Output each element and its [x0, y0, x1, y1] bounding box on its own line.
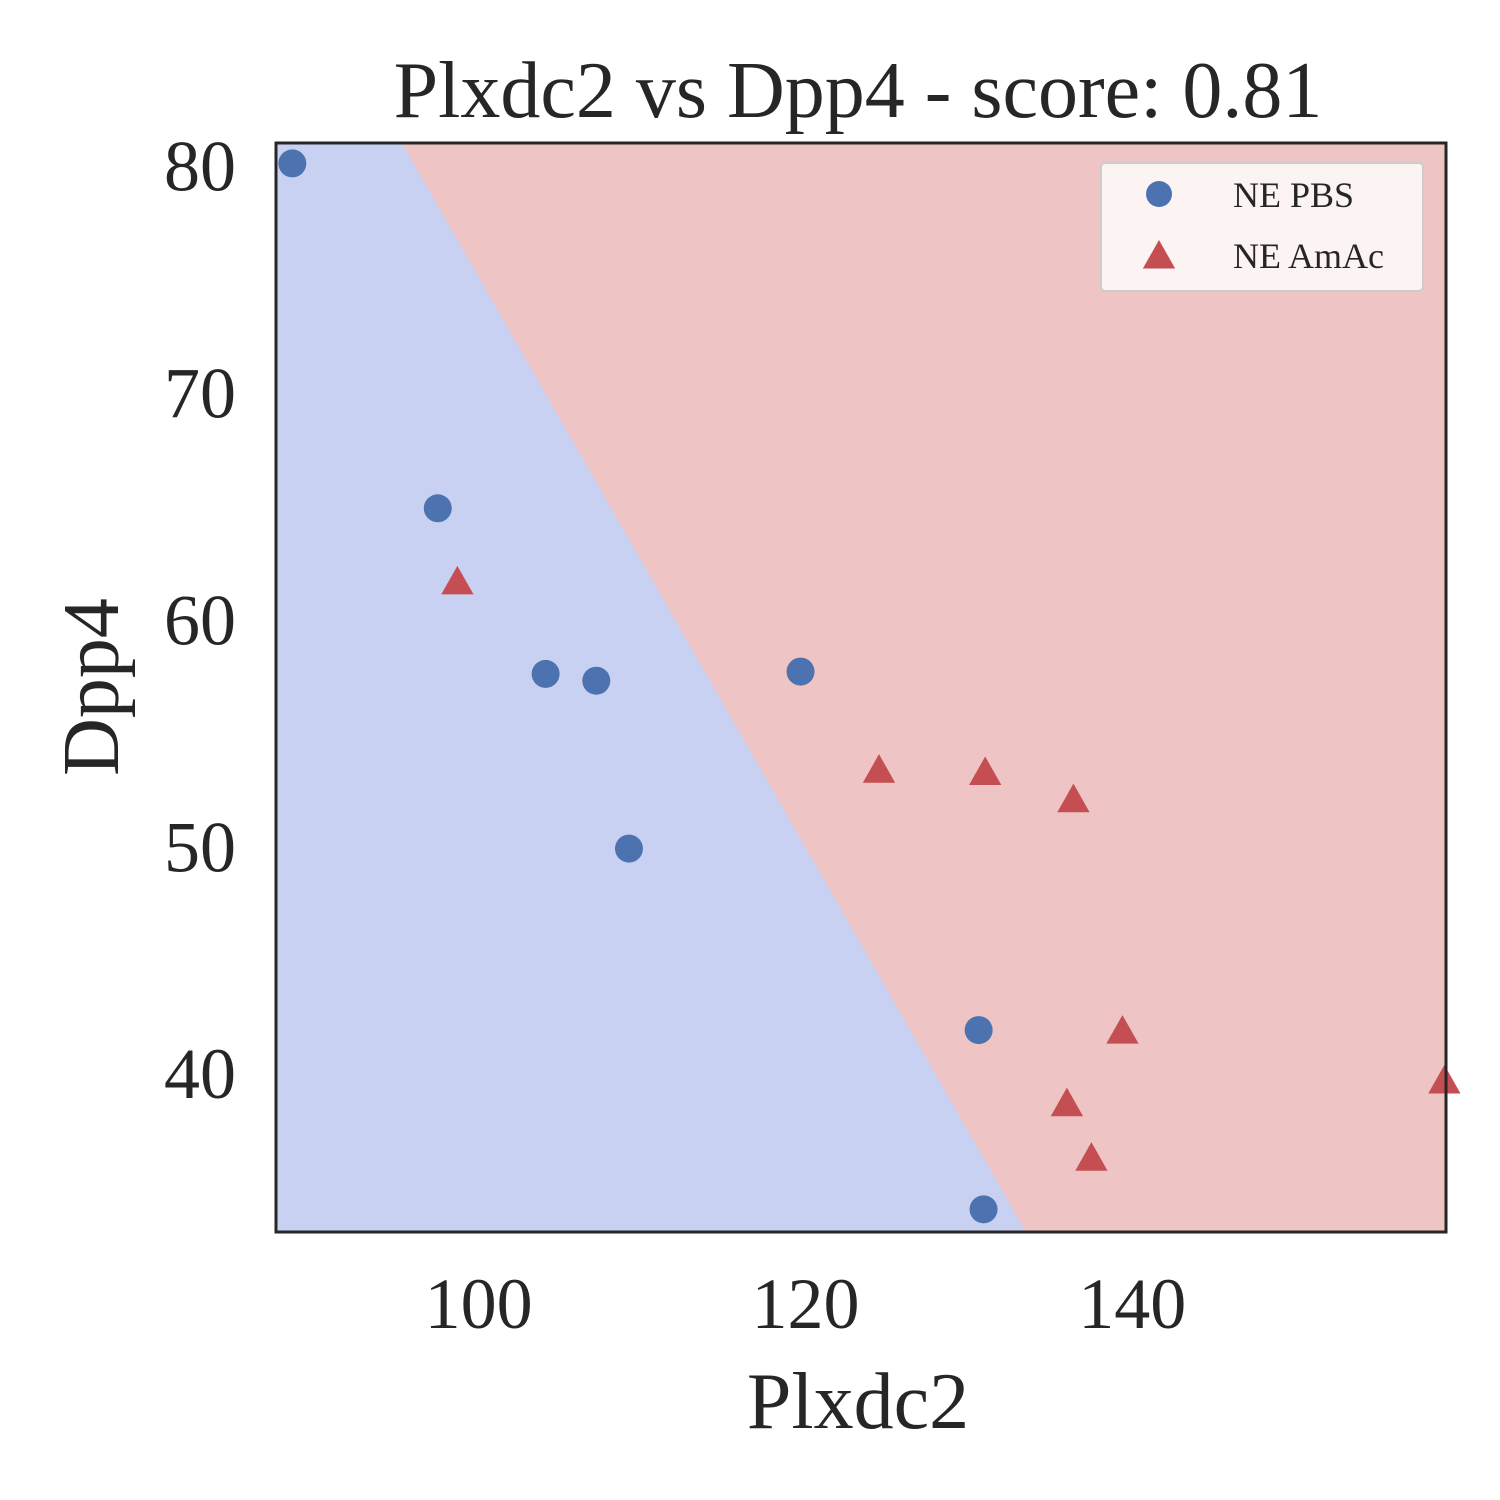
y-tick-label-40: 40: [164, 1034, 236, 1114]
y-tick-label-50: 50: [164, 807, 236, 887]
point-ne-pbs-4: [614, 834, 643, 863]
x-axis-label: Plxdc2: [747, 1358, 969, 1446]
x-tick-label-120: 120: [751, 1264, 859, 1344]
chart-title: Plxdc2 vs Dpp4 - score: 0.81: [394, 47, 1323, 135]
axis-ticks: 100 120 140 40 50 60 70 80: [164, 127, 1186, 1344]
point-ne-amac-2: [969, 756, 1002, 786]
legend-ne-pbs-label: NE PBS: [1233, 175, 1354, 215]
point-ne-pbs-6: [964, 1016, 993, 1045]
point-ne-amac-6: [1075, 1142, 1108, 1171]
x-tick-label-140: 140: [1078, 1264, 1186, 1344]
legend-box: [1100, 162, 1424, 292]
plot-frame: [274, 141, 1448, 1234]
legend-ne-pbs-marker: [1146, 181, 1172, 207]
point-ne-amac-3: [1057, 783, 1090, 813]
point-ne-pbs-1: [423, 494, 452, 523]
y-axis-label: Dpp4: [48, 598, 136, 776]
y-tick-label-60: 60: [164, 580, 236, 660]
legend-ne-amac-marker: [1142, 240, 1176, 269]
point-ne-amac-5: [1050, 1087, 1084, 1117]
legend-ne-amac-label: NE AmAc: [1233, 236, 1384, 276]
legend: NE PBS NE AmAc: [1100, 162, 1424, 292]
x-tick-label-100: 100: [425, 1264, 533, 1344]
point-ne-amac-7: [1428, 1064, 1461, 1094]
point-ne-pbs-7: [969, 1195, 998, 1224]
point-ne-amac-0: [441, 565, 474, 595]
data-points: [278, 149, 1461, 1224]
point-ne-pbs-5: [786, 657, 815, 686]
decision-regions: [276, 143, 1446, 1232]
region-ne-amac: [401, 143, 1446, 1232]
y-tick-label-80: 80: [164, 127, 236, 207]
point-ne-pbs-2: [531, 659, 560, 688]
point-ne-amac-1: [862, 754, 896, 783]
point-ne-pbs-3: [582, 666, 611, 695]
point-ne-pbs-0: [278, 149, 307, 178]
y-tick-label-70: 70: [164, 354, 236, 434]
point-ne-amac-4: [1106, 1015, 1139, 1044]
